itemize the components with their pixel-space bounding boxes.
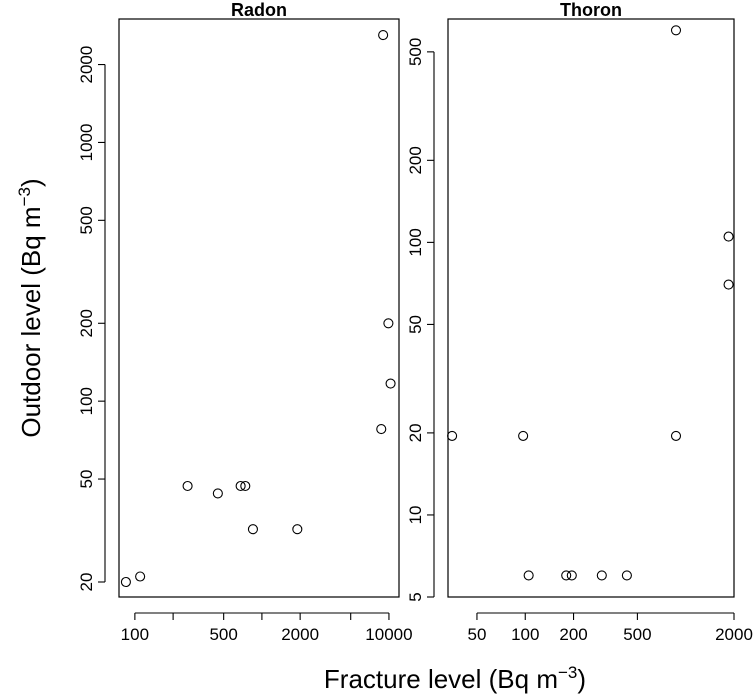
radon-point-7 (292, 524, 303, 535)
thoron-point-1 (518, 430, 529, 441)
radon-point-3 (212, 488, 223, 499)
thoron-point-7 (670, 430, 682, 441)
radon-y-tick-label-2: 100 (77, 387, 96, 415)
x-axis-title-close: ) (577, 664, 586, 694)
radon-point-9 (383, 318, 394, 329)
radon-point-4 (235, 480, 246, 492)
thoron-points (447, 25, 734, 581)
thoron-point-3 (561, 570, 572, 581)
thoron-y-tick-label-0: 5 (406, 592, 425, 601)
radon-y-tick-label-5: 1000 (77, 124, 96, 162)
radon-point-11 (378, 30, 389, 41)
x-axis-title-exponent: −3 (558, 663, 577, 682)
y-axis-title-close: ) (16, 178, 46, 187)
thoron-y-tick-label-6: 500 (406, 38, 425, 66)
radon-y-tick-label-0: 20 (77, 573, 96, 592)
thoron-point-8 (670, 25, 682, 36)
thoron-point-9 (723, 231, 734, 242)
thoron-point-2 (523, 570, 534, 581)
thoron-x-tick-label-1: 100 (511, 625, 539, 644)
thoron-y-tick-label-1: 10 (406, 505, 425, 524)
radon-y-tick-label-4: 500 (77, 206, 96, 234)
radon-point-0 (120, 576, 131, 588)
radon-x-tick-label-0: 100 (121, 625, 149, 644)
radon-point-8 (376, 424, 387, 435)
thoron-y-tick-label-3: 50 (406, 315, 425, 334)
thoron-panel: Thoron 50 100 200 500 2000 5 10 20 50 100 200 500 (406, 0, 753, 644)
radon-y-tick-label-3: 200 (77, 309, 96, 337)
radon-point-2 (182, 480, 193, 492)
radon-points (120, 30, 396, 588)
thoron-x-tick-label-4: 2000 (715, 625, 753, 644)
radon-plot-frame (118, 18, 400, 598)
radon-x-tick-label-3: 10000 (365, 625, 412, 644)
radon-panel: Radon 100 500 2000 10000 205010020050010002… (77, 0, 413, 644)
y-axis-title: Outdoor level (Bq m−3) (15, 178, 46, 437)
thoron-x-axis: 50 100 200 500 2000 (467, 612, 753, 644)
thoron-plot-frame (447, 18, 735, 598)
thoron-x-tick-label-2: 200 (559, 625, 587, 644)
radon-point-6 (247, 524, 258, 535)
radon-y-tick-label-1: 50 (77, 470, 96, 489)
radon-y-axis: 20 50 100 200 500 1000 2000 (77, 46, 106, 592)
radon-panel-title: Radon (231, 0, 287, 20)
radon-point-5 (240, 480, 251, 492)
thoron-x-tick-label-3: 500 (623, 625, 651, 644)
thoron-y-tick-label-2: 20 (406, 423, 425, 442)
y-axis-title-exponent: −3 (15, 187, 34, 206)
radon-point-1 (135, 571, 146, 582)
radon-point-10 (385, 378, 396, 389)
radon-y-tick-label-6: 2000 (77, 46, 96, 84)
thoron-y-tick-label-4: 100 (406, 228, 425, 256)
radon-x-tick-label-1: 500 (209, 625, 237, 644)
thoron-point-4 (566, 570, 577, 581)
thoron-x-tick-label-0: 50 (467, 625, 486, 644)
thoron-point-5 (596, 570, 607, 581)
thoron-y-axis: 5 10 20 50 100 200 500 (406, 38, 435, 602)
thoron-point-10 (723, 279, 734, 290)
thoron-y-tick-label-5: 200 (406, 146, 425, 174)
radon-x-tick-label-2: 2000 (281, 625, 319, 644)
radon-x-axis: 100 500 2000 10000 (121, 612, 413, 644)
thoron-point-0 (447, 430, 458, 441)
x-axis-title: Fracture level (Bq m−3) (324, 663, 586, 694)
thoron-panel-title: Thoron (560, 0, 622, 20)
thoron-point-6 (621, 570, 632, 581)
